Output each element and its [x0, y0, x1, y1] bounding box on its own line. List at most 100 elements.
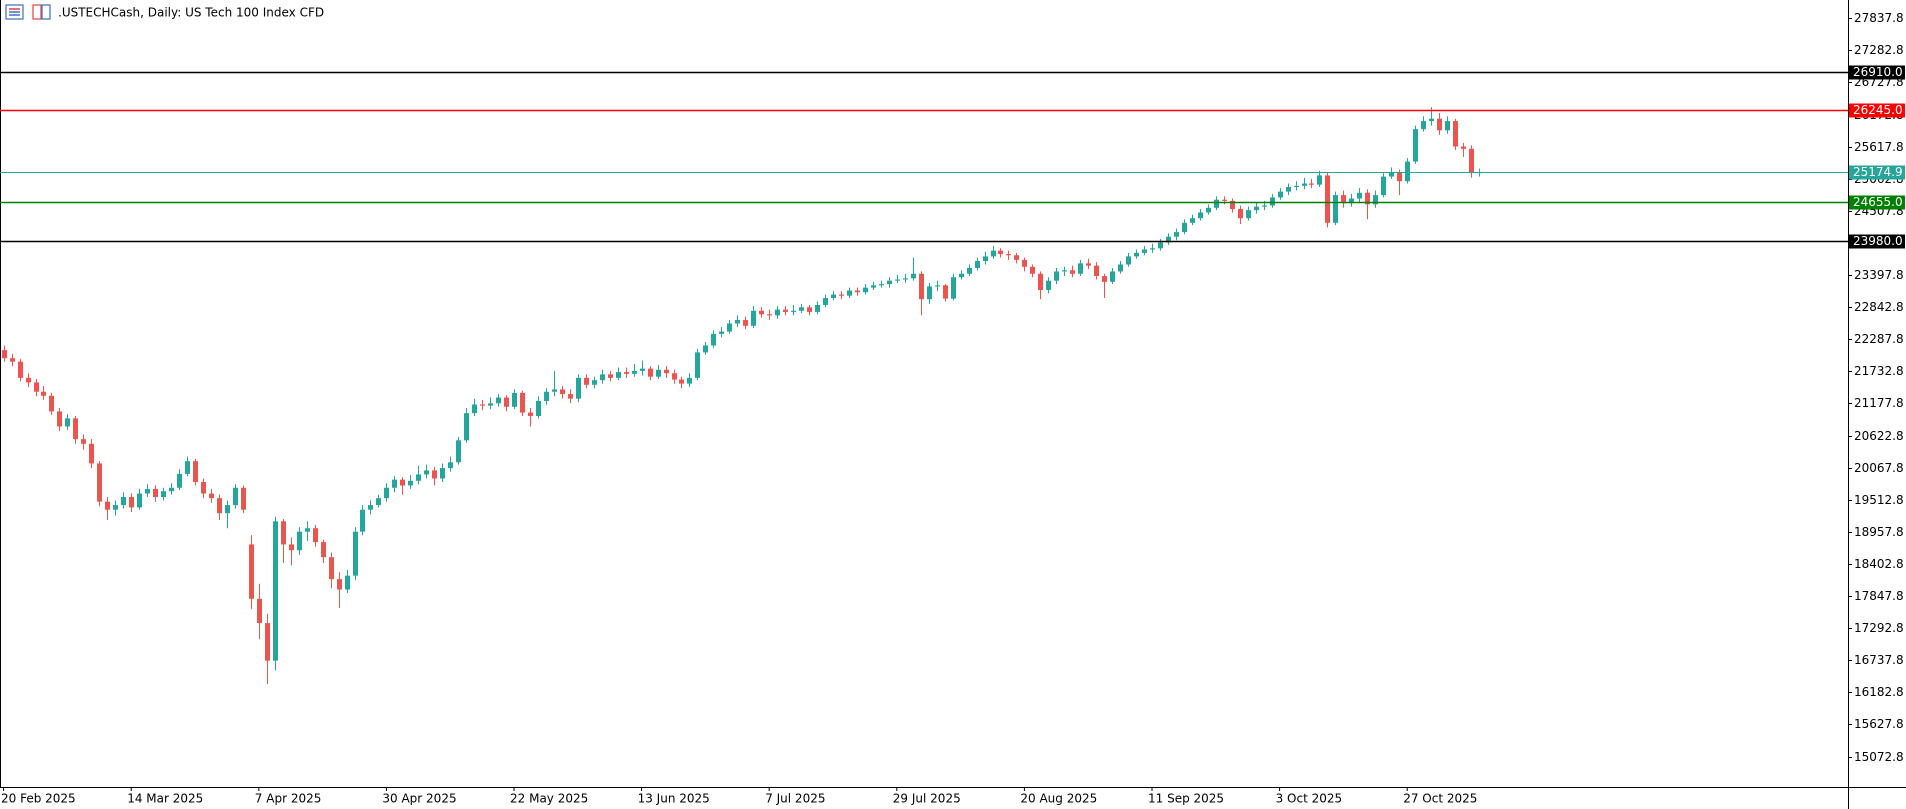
- candle-body: [121, 497, 126, 506]
- y-tick-label: 22287.8: [1854, 332, 1904, 346]
- x-tick-label: 14 Mar 2025: [127, 792, 203, 806]
- candle-body: [687, 377, 692, 384]
- candle-body: [185, 461, 190, 474]
- y-tick-label: 27837.8: [1854, 11, 1904, 25]
- candle-body: [1078, 263, 1083, 274]
- candle-body: [1389, 171, 1394, 177]
- candle-body: [1046, 280, 1051, 290]
- candle-body: [807, 307, 812, 312]
- x-tick-label: 27 Oct 2025: [1403, 792, 1477, 806]
- candle-body: [233, 487, 238, 506]
- candle-body: [1453, 121, 1458, 147]
- candle-body: [313, 528, 318, 543]
- candle-body: [34, 382, 39, 392]
- x-tick-label: 3 Oct 2025: [1276, 792, 1343, 806]
- x-tick-label: 11 Sep 2025: [1148, 792, 1224, 806]
- candle-body: [329, 557, 334, 580]
- y-tick-label: 15072.8: [1854, 750, 1904, 764]
- candle-body: [1365, 192, 1370, 205]
- candle-body: [664, 369, 669, 374]
- candle-body: [217, 498, 222, 514]
- candle-body: [823, 298, 828, 305]
- candle-body: [201, 481, 206, 494]
- candle-body: [376, 498, 381, 506]
- candle-body: [257, 598, 262, 624]
- x-tick-label: 20 Aug 2025: [1020, 792, 1097, 806]
- y-tick-label: 17292.8: [1854, 621, 1904, 635]
- candle-body: [1262, 205, 1267, 207]
- candle-body: [1022, 259, 1027, 267]
- candle-body: [512, 392, 517, 407]
- candle-body: [1317, 175, 1322, 185]
- level-label: 23980.0: [1853, 234, 1903, 248]
- candle-body: [1102, 276, 1107, 282]
- candle-body: [65, 418, 70, 427]
- y-tick-label: 20067.8: [1854, 461, 1904, 475]
- level-tag: [1849, 65, 1905, 80]
- candle-body: [831, 294, 836, 299]
- candle-body: [345, 575, 350, 590]
- candle-body: [1206, 207, 1211, 213]
- level-label: 26245.0: [1853, 103, 1903, 117]
- candle-body: [18, 361, 23, 378]
- candle-body: [1349, 198, 1354, 204]
- level-label: 25174.9: [1853, 165, 1903, 179]
- candle-body: [1198, 212, 1203, 219]
- candle-body: [360, 509, 365, 532]
- candle-body: [871, 285, 876, 288]
- candle-body: [1397, 171, 1402, 182]
- candle-body: [1182, 222, 1187, 233]
- candle-body: [967, 267, 972, 274]
- candle-body: [735, 320, 740, 324]
- candle-body: [520, 392, 525, 413]
- candle-body: [863, 287, 868, 293]
- candle-body: [943, 285, 948, 299]
- candle-body: [759, 310, 764, 315]
- candle-body: [592, 380, 597, 385]
- candle-body: [209, 493, 214, 499]
- x-tick-label: 30 Apr 2025: [382, 792, 456, 806]
- candle-body: [432, 470, 437, 479]
- icon-window[interactable]: [32, 4, 42, 20]
- candle-body: [89, 443, 94, 464]
- candle-body: [193, 461, 198, 482]
- y-tick-label: 19512.8: [1854, 493, 1904, 507]
- candle-body: [392, 479, 397, 488]
- y-tick-label: 20622.8: [1854, 429, 1904, 443]
- candle-body: [1381, 176, 1386, 196]
- candle-body: [983, 256, 988, 262]
- candle-body: [504, 397, 509, 407]
- candle-body: [624, 372, 629, 374]
- candle-body: [337, 579, 342, 590]
- candle-body: [1094, 265, 1099, 277]
- candle-body: [1126, 256, 1131, 265]
- level-label: 26910.0: [1853, 65, 1903, 79]
- candle-body: [1373, 195, 1378, 205]
- candle-body: [791, 310, 796, 312]
- candle-body: [608, 374, 613, 378]
- candle-body: [1309, 183, 1314, 185]
- candle-body: [1062, 270, 1067, 272]
- candle-body: [584, 377, 589, 385]
- y-tick-label: 25617.8: [1854, 140, 1904, 154]
- candle-body: [113, 505, 118, 510]
- candle-body: [1158, 242, 1163, 249]
- y-tick-label: 17847.8: [1854, 589, 1904, 603]
- candle-body: [1118, 264, 1123, 272]
- y-tick-label: 22842.8: [1854, 300, 1904, 314]
- candle-body: [695, 352, 700, 378]
- candle-body: [1413, 129, 1418, 162]
- y-tick-label: 18957.8: [1854, 525, 1904, 539]
- candle-body: [648, 368, 653, 377]
- x-tick-label: 7 Apr 2025: [255, 792, 322, 806]
- y-tick-label: 16182.8: [1854, 685, 1904, 699]
- candle-body: [1341, 195, 1346, 204]
- candle-body: [1325, 175, 1330, 223]
- candle-body: [783, 309, 788, 312]
- candle-body: [129, 497, 134, 508]
- candle-body: [855, 290, 860, 293]
- candle-body: [927, 286, 932, 300]
- candle-body: [632, 370, 637, 374]
